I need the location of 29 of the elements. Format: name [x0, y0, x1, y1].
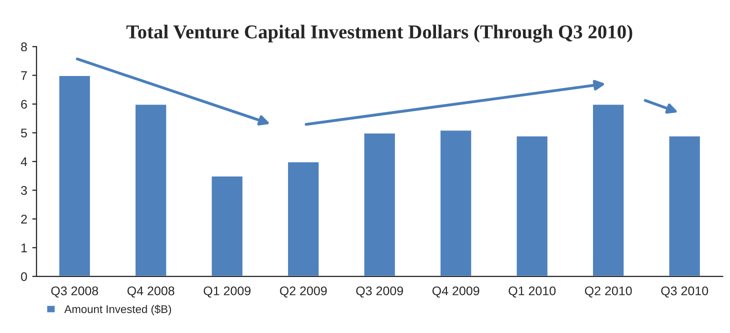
chart-title: Total Venture Capital Investment Dollars (Through Q3 2010)	[126, 24, 632, 43]
bar	[134, 103, 168, 276]
y-tick-label: 6	[21, 100, 27, 109]
y-tick-label: 2	[21, 214, 27, 224]
x-tick-label: Q2 2010	[584, 286, 632, 298]
x-tick-label: Q3 2008	[51, 286, 98, 298]
y-tick-label: 1	[21, 244, 27, 252]
y-tick-label: 3	[21, 186, 27, 195]
x-tick-label: Q4 2008	[127, 286, 174, 298]
bar	[210, 175, 244, 276]
bar	[668, 134, 702, 276]
legend-label: Amount Invested ($B)	[64, 304, 172, 316]
bar	[362, 132, 396, 276]
y-tick-label: 5	[21, 128, 27, 138]
y-tick-label: 8	[21, 42, 27, 52]
y-tick-label: 0	[21, 272, 27, 282]
bar	[515, 134, 549, 276]
x-tick-label: Q1 2009	[204, 286, 250, 298]
bar	[592, 103, 626, 276]
y-tick-label: 7	[21, 71, 27, 80]
x-tick-label: Q1 2010	[508, 286, 556, 298]
bar	[286, 160, 320, 276]
x-tick-label: Q3 2009	[356, 286, 403, 298]
y-tick-label: 4	[20, 157, 28, 166]
x-tick-label: Q4 2009	[432, 286, 480, 298]
x-tick-label: Q2 2009	[280, 286, 327, 298]
bar	[439, 129, 473, 276]
bar	[58, 74, 92, 276]
x-tick-label: Q3 2010	[661, 286, 708, 298]
